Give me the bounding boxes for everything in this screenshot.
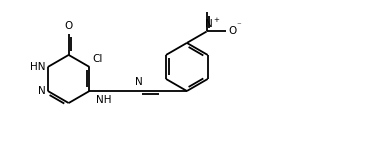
Text: N: N [205, 19, 213, 29]
Text: O: O [228, 26, 237, 37]
Text: N: N [38, 86, 45, 96]
Text: ⁻: ⁻ [236, 22, 241, 31]
Text: N: N [135, 77, 143, 87]
Text: Cl: Cl [92, 54, 103, 64]
Text: +: + [213, 17, 219, 23]
Text: HN: HN [30, 62, 45, 72]
Text: NH: NH [96, 95, 112, 105]
Text: O: O [65, 21, 73, 32]
